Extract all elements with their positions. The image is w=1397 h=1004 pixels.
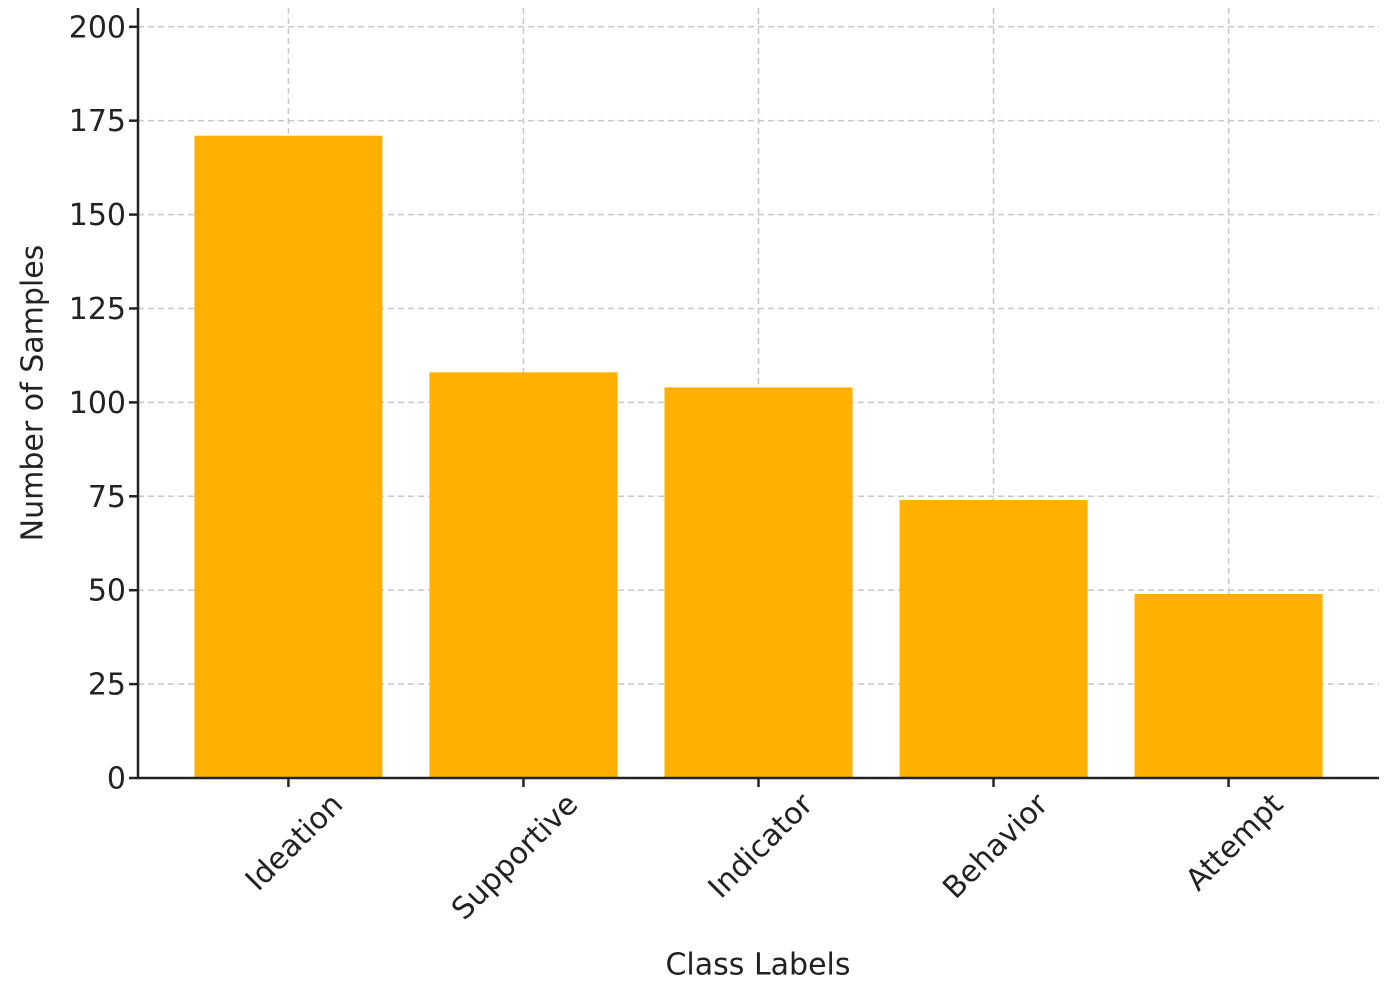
x-tick-label: Behavior [936,786,1055,905]
y-tick-label: 200 [69,10,126,45]
bar [1134,593,1323,778]
bar [194,135,383,778]
y-tick-label: 25 [88,668,126,703]
x-tick-label: Indicator [702,786,821,905]
y-tick-label: 175 [69,104,126,139]
y-tick-label: 125 [69,292,126,327]
y-tick-label: 100 [69,386,126,421]
y-axis-label: Number of Samples [16,245,51,542]
bar [429,372,618,778]
x-tick-label: Supportive [445,787,585,927]
x-tick-label: Attempt [1179,787,1290,898]
bar [899,500,1088,778]
y-tick-label: 0 [107,762,126,797]
y-tick-label: 50 [88,574,126,609]
x-axis-label: Class Labels [665,948,850,983]
bar [664,387,853,778]
y-tick-label: 75 [88,480,126,515]
x-tick-label: Ideation [239,787,350,898]
y-tick-label: 150 [69,198,126,233]
